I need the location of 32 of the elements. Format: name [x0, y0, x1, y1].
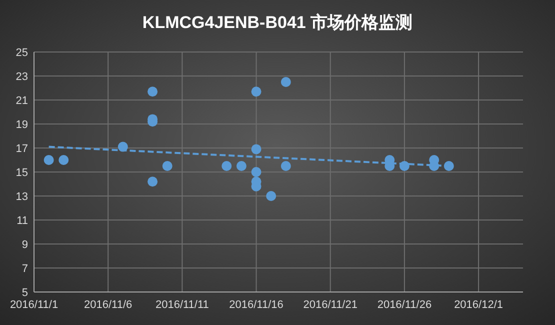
x-tick-label: 2016/11/26	[377, 299, 432, 311]
x-tick-label: 2016/11/21	[303, 299, 358, 311]
chart-title: KLMCG4JENB-B041 市场价格监测	[142, 13, 413, 32]
y-tick-label: 13	[16, 191, 28, 203]
point	[58, 155, 69, 165]
y-tick-label: 25	[16, 47, 28, 59]
point	[148, 86, 158, 97]
y-tick-label: 19	[16, 119, 28, 131]
point	[251, 144, 262, 154]
x-tick-label: 2016/11/6	[84, 299, 132, 311]
point	[148, 176, 158, 187]
y-tick-label: 5	[22, 287, 28, 299]
x-tick-label: 2016/12/1	[454, 299, 504, 311]
x-tick-label: 2016/11/1	[10, 299, 58, 311]
point	[162, 161, 172, 171]
y-tick-label: 23	[16, 71, 28, 83]
x-tick-label: 2016/11/16	[229, 299, 284, 311]
point	[44, 155, 54, 165]
point	[266, 191, 276, 201]
point	[280, 161, 291, 171]
y-tick-label: 21	[16, 95, 28, 107]
point	[251, 86, 262, 97]
y-tick-label: 11	[16, 215, 28, 227]
y-tick-label: 7	[22, 263, 28, 275]
y-tick-label: 9	[22, 239, 28, 251]
point	[236, 161, 246, 171]
point	[251, 167, 262, 177]
point	[222, 161, 232, 171]
point	[280, 77, 291, 87]
y-tick-label: 15	[16, 167, 28, 179]
y-tick-label: 17	[16, 143, 28, 155]
x-tick-label: 2016/11/11	[155, 299, 209, 311]
